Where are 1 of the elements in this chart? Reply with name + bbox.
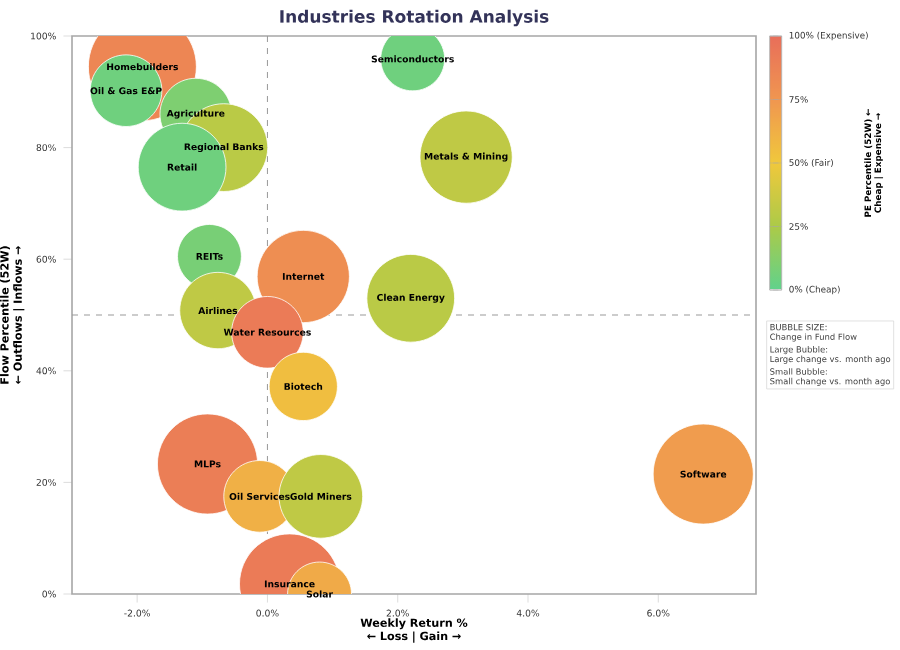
chart-title: Industries Rotation Analysis <box>280 9 549 27</box>
